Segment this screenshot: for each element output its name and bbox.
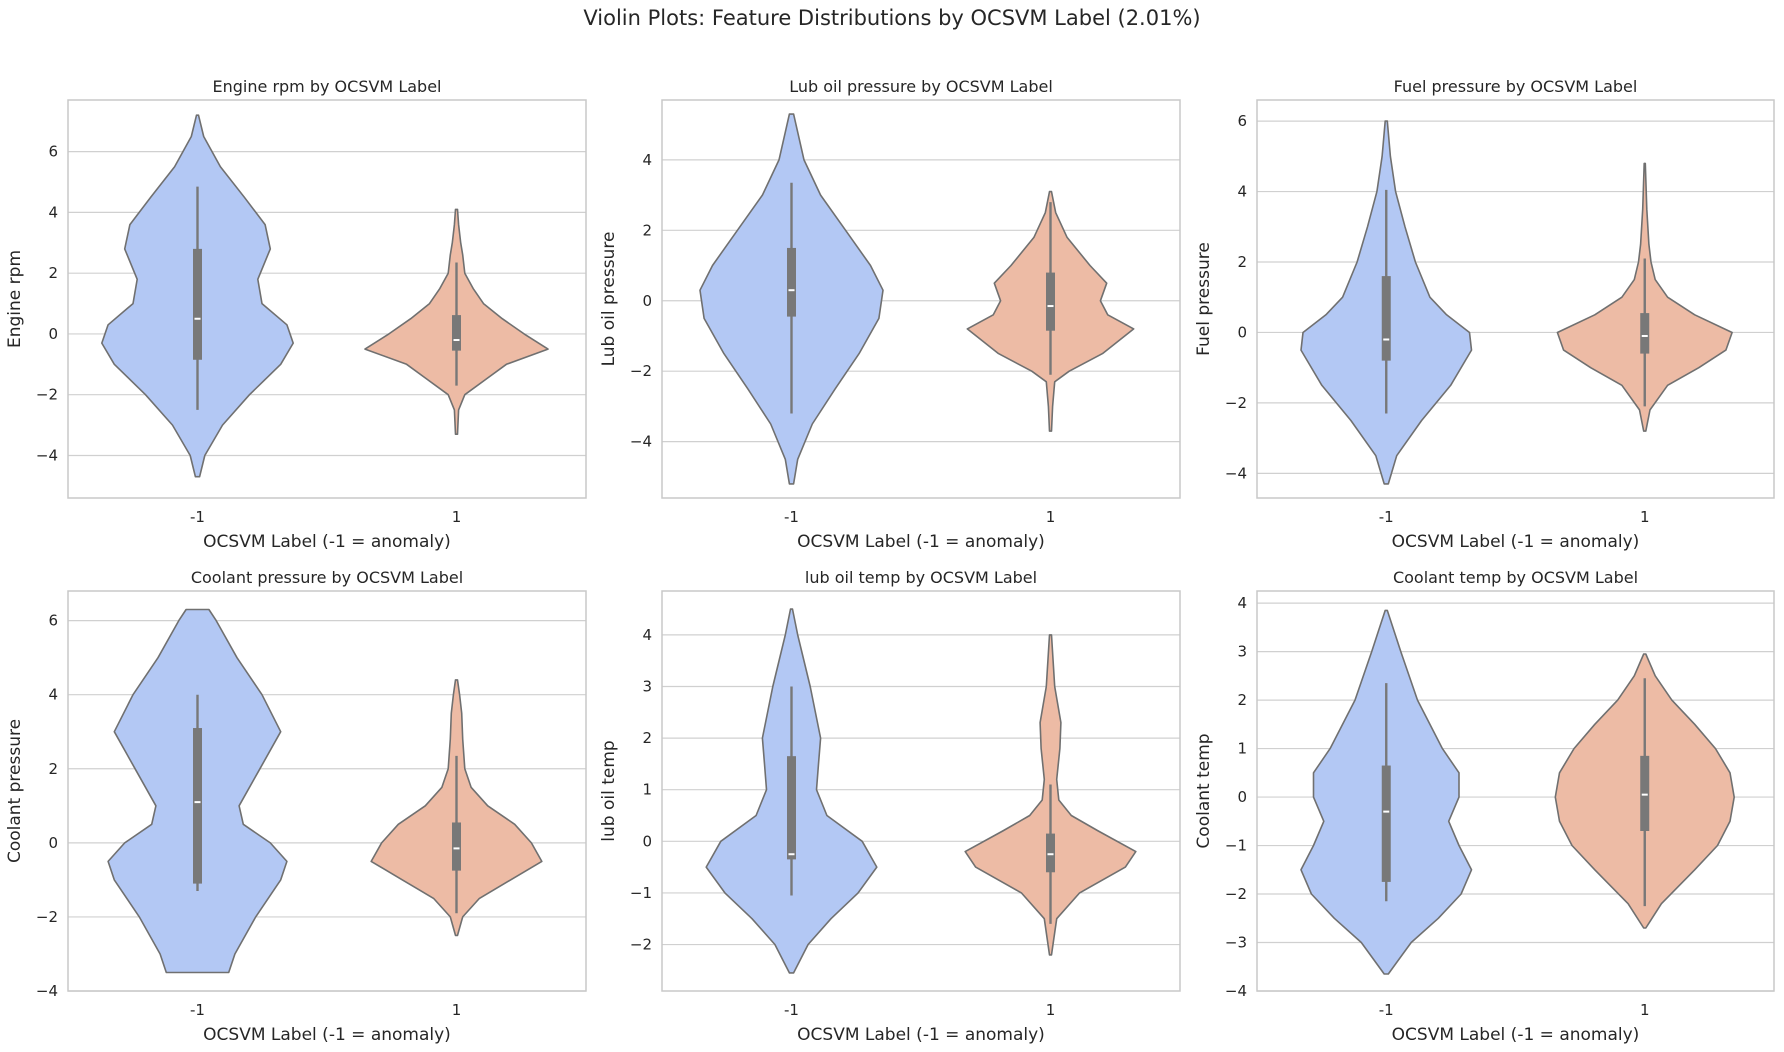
- y-tick-label: 1: [642, 781, 652, 799]
- violin-iqr-box: [1640, 313, 1650, 354]
- y-tick-label: −2: [1225, 885, 1247, 903]
- y-tick-label: 0: [48, 834, 58, 852]
- subplot-title: Fuel pressure by OCSVM Label: [1394, 77, 1638, 96]
- y-tick-label: −4: [1225, 982, 1247, 1000]
- violin-iqr-box: [1381, 765, 1391, 882]
- y-tick-label: 6: [48, 143, 58, 161]
- violin-iqr-box: [452, 315, 461, 351]
- violin-iqr-box: [1640, 755, 1650, 831]
- y-tick-label: 4: [1237, 183, 1247, 201]
- violin-iqr-box: [193, 728, 202, 884]
- y-tick-label: 0: [1237, 323, 1247, 341]
- x-tick-label: -1: [190, 1001, 205, 1019]
- y-tick-label: 2: [642, 221, 652, 239]
- y-tick-label: 6: [48, 612, 58, 630]
- y-tick-label: −4: [36, 446, 58, 464]
- y-tick-label: −4: [1225, 464, 1247, 482]
- plot-frame: [1256, 590, 1775, 992]
- x-tick-label: 1: [452, 508, 462, 526]
- y-axis-label: Engine rpm: [5, 250, 25, 348]
- violin-iqr-box: [1381, 276, 1391, 361]
- y-tick-label: 0: [642, 832, 652, 850]
- plot-frame: [1256, 99, 1775, 499]
- y-tick-label: 1: [1237, 740, 1247, 758]
- y-tick-label: 2: [1237, 691, 1247, 709]
- y-tick-label: −1: [630, 884, 652, 902]
- violin-iqr-box: [787, 756, 796, 860]
- x-tick-label: -1: [190, 508, 205, 526]
- y-tick-label: −1: [1225, 837, 1247, 855]
- y-tick-label: −3: [1225, 934, 1247, 952]
- x-tick-label: 1: [1046, 508, 1056, 526]
- x-axis-label: OCSVM Label (-1 = anomaly): [797, 1025, 1045, 1045]
- plot-frame: [661, 99, 1181, 499]
- x-tick-label: -1: [784, 1001, 799, 1019]
- y-tick-label: 0: [48, 325, 58, 343]
- x-axis-label: OCSVM Label (-1 = anomaly): [203, 1025, 451, 1045]
- y-tick-label: −2: [1225, 394, 1247, 412]
- y-tick-label: 4: [642, 151, 652, 169]
- plot-frame: [661, 590, 1181, 992]
- subplot-4: −4 −2 0 2 4 6 -1 1 Coolant pressure by OCSVM Lab…: [5, 568, 587, 1045]
- x-tick-label: 1: [1640, 508, 1650, 526]
- plot-frame: [67, 590, 587, 992]
- x-tick-label: -1: [1379, 508, 1394, 526]
- y-tick-label: 2: [48, 264, 58, 282]
- y-tick-label: −2: [630, 936, 652, 954]
- y-axis-label: Lub oil pressure: [599, 232, 619, 367]
- x-tick-label: 1: [452, 1001, 462, 1019]
- violin-iqr-box: [787, 247, 796, 317]
- subplot-title: Coolant temp by OCSVM Label: [1393, 568, 1638, 587]
- x-tick-label: -1: [1379, 1001, 1394, 1019]
- subplot-5: −2 −1 0 1 2 3 4 -1 1 lub oil temp by OCSVM Label O…: [599, 568, 1181, 1045]
- subplot-title: Lub oil pressure by OCSVM Label: [789, 77, 1053, 96]
- y-tick-label: 2: [1237, 253, 1247, 271]
- x-axis-label: OCSVM Label (-1 = anomaly): [203, 532, 451, 552]
- y-tick-label: 3: [642, 677, 652, 695]
- x-axis-label: OCSVM Label (-1 = anomaly): [797, 532, 1045, 552]
- y-axis-label: lub oil temp: [599, 740, 619, 841]
- x-axis-label: OCSVM Label (-1 = anomaly): [1392, 1025, 1640, 1045]
- violin-iqr-box: [193, 248, 202, 360]
- y-tick-label: −4: [36, 982, 58, 1000]
- subplot-6: −4 −3 −2 −1 0 1 2 3 4 -1 1 Coolant temp by OCSVM La…: [1194, 568, 1775, 1045]
- y-tick-label: −2: [36, 386, 58, 404]
- y-tick-label: 4: [1237, 594, 1247, 612]
- y-tick-label: −2: [630, 362, 652, 380]
- y-tick-label: 4: [48, 686, 58, 704]
- y-tick-label: 4: [48, 203, 58, 221]
- subplot-title: Engine rpm by OCSVM Label: [213, 77, 442, 96]
- y-tick-label: 2: [642, 729, 652, 747]
- y-tick-label: −4: [630, 433, 652, 451]
- violin-iqr-box: [452, 822, 461, 871]
- y-tick-label: 0: [642, 292, 652, 310]
- subplot-3: −4 −2 0 2 4 6 -1 1 Fuel pressure by OCSVM Label O…: [1194, 77, 1775, 552]
- subplot-title: Coolant pressure by OCSVM Label: [191, 568, 463, 587]
- x-axis-label: OCSVM Label (-1 = anomaly): [1392, 532, 1640, 552]
- violin-iqr-box: [1046, 272, 1055, 331]
- violin-iqr-box: [1046, 833, 1055, 873]
- subplot-1: −4 −2 0 2 4 6 -1 1 Engine rpm by OCSVM Label OCSV…: [5, 77, 587, 552]
- subplot-2: −4 −2 0 2 4 -1 1 Lub oil pressure by OCSVM Labe…: [599, 77, 1181, 552]
- y-tick-label: −2: [36, 908, 58, 926]
- y-tick-label: 0: [1237, 788, 1247, 806]
- y-axis-label: Coolant temp: [1194, 733, 1214, 848]
- x-tick-label: 1: [1046, 1001, 1056, 1019]
- y-tick-label: 2: [48, 760, 58, 778]
- y-tick-label: 6: [1237, 112, 1247, 130]
- x-tick-label: -1: [784, 508, 799, 526]
- figure-title: Violin Plots: Feature Distributions by O…: [583, 6, 1201, 30]
- subplot-title: lub oil temp by OCSVM Label: [805, 568, 1037, 587]
- y-axis-label: Fuel pressure: [1194, 242, 1214, 356]
- y-tick-label: 3: [1237, 643, 1247, 661]
- y-axis-label: Coolant pressure: [5, 719, 25, 863]
- x-tick-label: 1: [1640, 1001, 1650, 1019]
- y-tick-label: 4: [642, 626, 652, 644]
- plot-frame: [67, 99, 587, 499]
